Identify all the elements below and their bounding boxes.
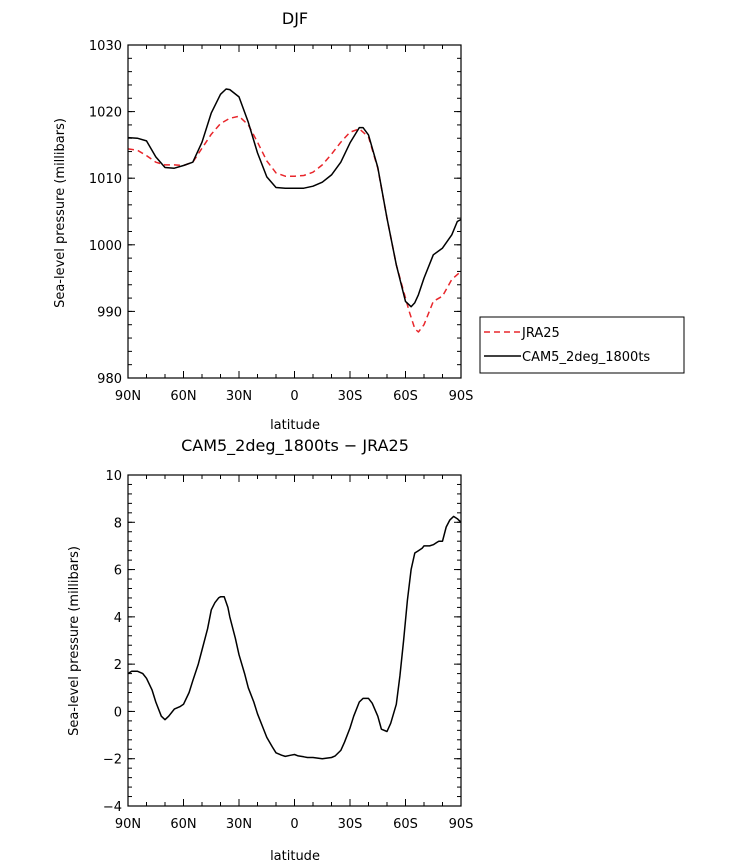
y-tick-label: 1010 xyxy=(89,172,122,187)
x-tick-label: 30S xyxy=(338,389,363,404)
x-tick-label: 0 xyxy=(290,389,298,404)
bottom-axis-ticks: 90N 60N 30N 0 30S 60S 90S −4 −2 0 2 4 6 8 10 xyxy=(103,469,474,832)
top-y-axis-label: Sea-level pressure (millibars) xyxy=(53,118,68,308)
x-tick-label: 90N xyxy=(115,817,141,832)
bottom-y-axis-label: Sea-level pressure (millibars) xyxy=(67,546,82,736)
y-tick-label: −2 xyxy=(103,753,122,768)
y-tick-label: 8 xyxy=(114,516,122,531)
x-tick-label: 60N xyxy=(170,389,196,404)
bottom-x-axis-label: latitude xyxy=(270,849,320,864)
legend: JRA25 CAM5_2deg_1800ts xyxy=(479,316,685,374)
y-tick-label: 980 xyxy=(97,372,122,387)
x-tick-label: 30N xyxy=(226,389,252,404)
x-tick-label: 90N xyxy=(115,389,141,404)
x-tick-label: 60S xyxy=(393,389,418,404)
x-tick-label: 90S xyxy=(449,817,474,832)
top-plot-frame xyxy=(127,44,462,379)
bottom-plot-frame xyxy=(127,474,462,807)
y-tick-label: −4 xyxy=(103,800,122,815)
x-tick-label: 60S xyxy=(393,817,418,832)
difference-panel: CAM5_2deg_1800ts − JRA25 Sea-level press… xyxy=(67,436,473,864)
y-tick-label: 4 xyxy=(114,611,122,626)
series-line-difference xyxy=(127,515,462,760)
top-axis-ticks: 90N 60N 30N 0 30S 60S 90S 980 990 1000 1010 1020 103… xyxy=(89,39,473,404)
x-tick-label: 30N xyxy=(226,817,252,832)
bottom-panel-title: CAM5_2deg_1800ts − JRA25 xyxy=(181,436,409,456)
series-line-jra25 xyxy=(127,115,462,333)
x-tick-label: 0 xyxy=(290,817,298,832)
y-tick-label: 2 xyxy=(114,658,122,673)
y-tick-label: 1000 xyxy=(89,239,122,254)
top-series-lines xyxy=(127,88,462,333)
y-tick-label: 10 xyxy=(105,469,122,484)
top-x-axis-label: latitude xyxy=(270,418,320,433)
legend-box xyxy=(479,316,685,374)
bottom-series-lines xyxy=(127,515,462,760)
x-tick-label: 60N xyxy=(170,817,196,832)
x-tick-label: 30S xyxy=(338,817,363,832)
y-tick-label: 1020 xyxy=(89,106,122,121)
y-tick-label: 0 xyxy=(114,705,122,720)
y-tick-label: 990 xyxy=(97,305,122,320)
legend-label-cam5: CAM5_2deg_1800ts xyxy=(522,350,650,365)
series-line-cam5-2deg-1800ts xyxy=(127,88,462,308)
y-tick-label: 1030 xyxy=(89,39,122,54)
legend-label-jra25: JRA25 xyxy=(521,326,560,341)
sea-level-pressure-panel: DJF Sea-level pressure (millibars) latit… xyxy=(53,9,473,433)
top-panel-title: DJF xyxy=(282,9,308,28)
x-tick-label: 90S xyxy=(449,389,474,404)
y-tick-label: 6 xyxy=(114,564,122,579)
